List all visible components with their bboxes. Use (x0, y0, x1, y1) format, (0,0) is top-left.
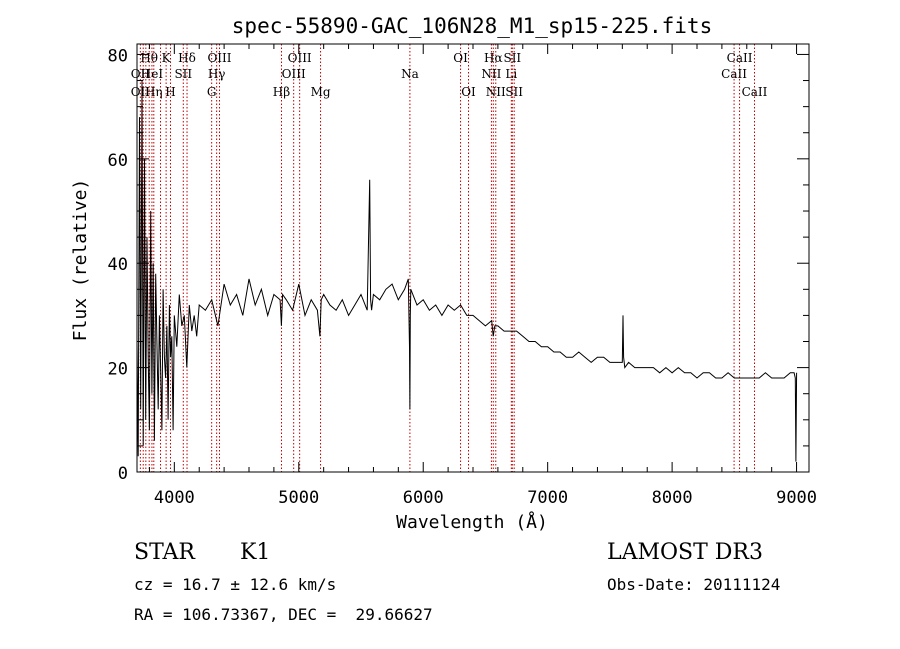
observation-date: Obs-Date: 20111124 (607, 575, 781, 594)
x-tick-label: 4000 (154, 488, 195, 508)
x-tick-label: 9000 (776, 488, 817, 508)
y-tick-label: 80 (108, 46, 128, 66)
ra-dec: RA = 106.73367, DEC = 29.66627 (134, 605, 433, 624)
line-label-0: OII (131, 67, 151, 81)
x-tick-label: 7000 (527, 488, 568, 508)
line-label-12: OIII (288, 51, 312, 65)
line-label-5: K (162, 51, 172, 65)
object-subclass: K1 (240, 540, 271, 565)
line-label-4: Hη (145, 85, 163, 99)
line-label-25: CaII (727, 51, 753, 65)
x-tick-label: 8000 (652, 488, 693, 508)
line-label-9: OIII (207, 51, 231, 65)
line-label-8: Hδ (178, 51, 196, 65)
survey-name: LAMOST DR3 (607, 540, 763, 565)
line-label-3: HeI (141, 67, 164, 81)
line-label-21: NII (486, 85, 506, 99)
line-label-24: SII (505, 85, 523, 99)
spectrum-line (136, 80, 798, 462)
spectrum-chart: spec-55890-GAC_106N28_M1_sp15-225.fits O… (70, 14, 817, 533)
line-label-7: SII (174, 67, 192, 81)
y-axis-ticks: 0 20 40 60 80 (108, 46, 809, 484)
line-label-15: Mg (311, 85, 331, 99)
line-label-13: OIII (282, 67, 306, 81)
line-label-1: OII (131, 85, 151, 99)
line-label-19: Hα (484, 51, 503, 65)
line-label-11: G (207, 85, 217, 99)
y-tick-label: 0 (118, 464, 128, 484)
emission-line-markers (139, 44, 755, 472)
chart-title: spec-55890-GAC_106N28_M1_sp15-225.fits (232, 14, 712, 38)
x-axis-label: Wavelength (Å) (396, 511, 548, 533)
y-axis-label: Flux (relative) (70, 179, 91, 342)
line-label-18: OI (461, 85, 476, 99)
y-tick-label: 20 (108, 360, 128, 380)
line-label-22: SII (503, 51, 521, 65)
line-label-26: CaII (721, 67, 747, 81)
line-label-20: NII (481, 67, 501, 81)
line-label-17: OI (453, 51, 468, 65)
line-label-27: CaII (742, 85, 768, 99)
emission-line-labels: OII OII Hθ HeI Hη K H SII Hδ OIII Hγ G OIII OIII Hβ Mg N… (131, 51, 768, 99)
x-tick-label: 6000 (403, 488, 444, 508)
y-tick-label: 60 (108, 151, 128, 171)
line-label-2: Hθ (140, 51, 158, 65)
line-label-6: H (165, 85, 175, 99)
line-label-16: Na (401, 67, 419, 81)
x-axis-ticks: 4000 5000 6000 7000 8000 9000 (148, 44, 817, 508)
line-label-23: Li (505, 67, 517, 81)
y-tick-label: 40 (108, 255, 128, 275)
plot-frame (136, 43, 810, 473)
object-class: STAR (134, 540, 195, 565)
redshift-cz: cz = 16.7 ± 12.6 km/s (134, 575, 337, 594)
line-label-10: Hγ (208, 67, 226, 81)
x-tick-label: 5000 (278, 488, 319, 508)
line-label-14: Hβ (273, 85, 290, 99)
